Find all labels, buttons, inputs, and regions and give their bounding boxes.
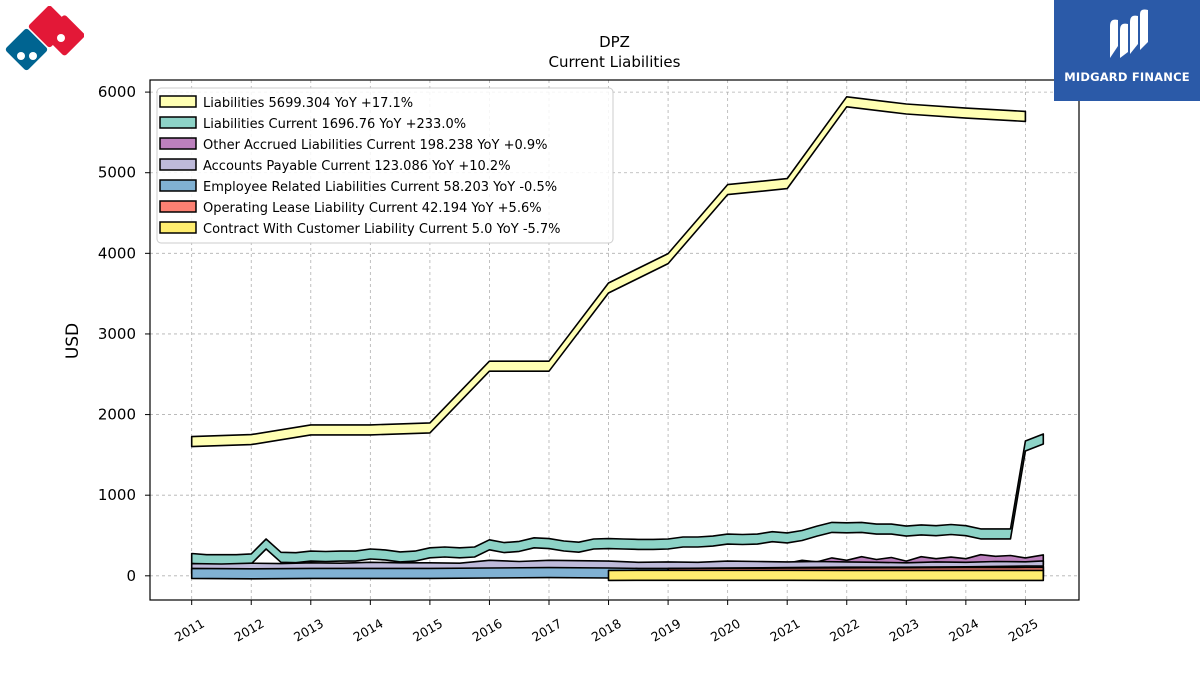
legend-entry: Operating Lease Liability Current 42.194… — [203, 201, 542, 216]
y-tick-label: 0 — [126, 567, 136, 585]
legend-entry: Liabilities Current 1696.76 YoY +233.0% — [203, 117, 466, 132]
y-axis: 0 1000 2000 3000 4000 5000 6000 — [98, 83, 150, 585]
legend-entry: Accounts Payable Current 123.086 YoY +10… — [203, 159, 511, 174]
logo-blue-tile — [5, 28, 48, 71]
x-tick-label: 2020 — [708, 616, 743, 645]
x-tick-label: 2012 — [231, 616, 266, 645]
legend-swatch — [159, 200, 197, 213]
legend-swatch — [159, 116, 197, 129]
chart-subtitle: Current Liabilities — [549, 53, 681, 71]
x-tick-label: 2025 — [1006, 616, 1041, 645]
y-tick-label: 4000 — [98, 244, 136, 262]
x-tick-label: 2016 — [470, 616, 505, 645]
legend-entry: Employee Related Liabilities Current 58.… — [203, 180, 557, 195]
legend-swatch — [159, 179, 197, 192]
brand-name: MIDGARD FINANCE — [1064, 70, 1190, 84]
x-tick-label: 2019 — [648, 616, 683, 645]
x-tick-label: 2022 — [827, 616, 862, 645]
x-axis: 2011 2012 2013 2014 2015 2016 2017 2018 2019 2020… — [172, 600, 1041, 645]
chart-title: DPZ — [599, 33, 630, 51]
x-tick-label: 2018 — [589, 616, 624, 645]
legend-entry: Liabilities 5699.304 YoY +17.1% — [203, 96, 413, 111]
x-tick-label: 2011 — [172, 616, 207, 645]
x-tick-label: 2017 — [529, 616, 564, 645]
y-tick-label: 5000 — [98, 164, 136, 182]
x-tick-label: 2021 — [767, 616, 802, 645]
y-tick-label: 3000 — [98, 325, 136, 343]
series-band-1 — [190, 433, 1045, 566]
legend-swatch — [159, 95, 197, 108]
legend-swatch — [159, 158, 197, 171]
series-band-6 — [607, 569, 1045, 582]
legend-swatch — [159, 221, 197, 234]
y-tick-label: 1000 — [98, 486, 136, 504]
legend-swatch — [159, 137, 197, 150]
y-tick-label: 6000 — [98, 83, 136, 101]
plot-frame — [149, 79, 1080, 601]
legend-entry: Other Accrued Liabilities Current 198.23… — [203, 138, 548, 153]
legend: Liabilities 5699.304 YoY +17.1% Liabiliti… — [156, 87, 614, 244]
x-tick-label: 2015 — [410, 616, 445, 645]
x-tick-label: 2023 — [887, 616, 922, 645]
y-tick-label: 2000 — [98, 406, 136, 424]
x-tick-label: 2014 — [351, 616, 386, 645]
x-tick-label: 2013 — [291, 616, 326, 645]
brand-logo: MIDGARD FINANCE — [1054, 0, 1200, 101]
series-band-0 — [190, 96, 1027, 448]
legend-box — [156, 87, 614, 244]
brand-mark-icon — [1110, 9, 1148, 59]
grid-lines — [150, 80, 1079, 600]
x-tick-label: 2024 — [946, 616, 981, 645]
y-axis-label: USD — [63, 323, 83, 359]
dominos-logo — [5, 6, 84, 71]
legend-entry: Contract With Customer Liability Current… — [203, 222, 561, 237]
series-layer — [190, 96, 1045, 582]
